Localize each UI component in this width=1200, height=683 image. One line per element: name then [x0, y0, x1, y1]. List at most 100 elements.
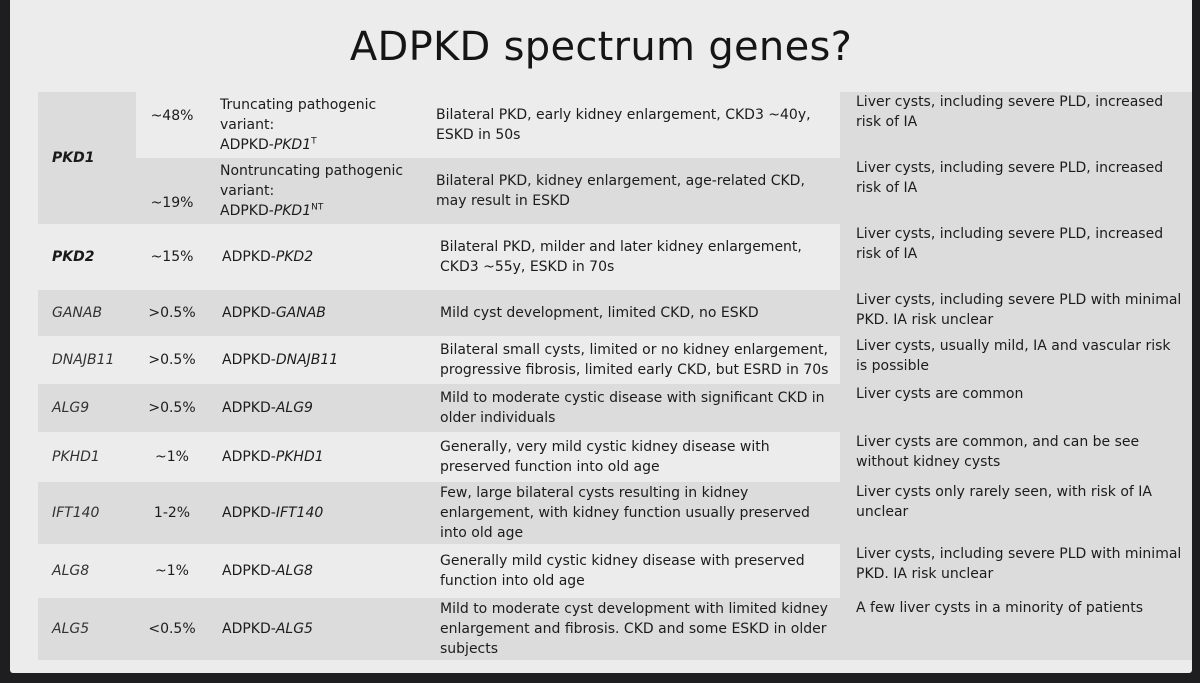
kidney-phenotype: Bilateral PKD, milder and later kidney e… — [420, 224, 840, 290]
slide-title: ADPKD spectrum genes? — [349, 24, 853, 70]
gene-label: ALG5 — [52, 621, 90, 637]
variant-name: ADPKD-PKHD1 — [208, 432, 420, 482]
table-row-shade — [38, 598, 1192, 660]
variant-superscript: NT — [311, 202, 324, 213]
gene-label: PKD2 — [52, 249, 95, 265]
liver-phenotype: Liver cysts, including severe PLD with m… — [840, 540, 1192, 594]
variant-prefix: ADPKD- — [222, 505, 276, 521]
frequency: ~48% — [136, 92, 208, 158]
frequency: >0.5% — [136, 384, 208, 432]
variant-name-line: ADPKD-ALG8 — [222, 561, 313, 581]
frequency-value: ~1% — [155, 563, 189, 579]
variant-gene: ALG8 — [275, 563, 313, 579]
gene-name: ALG5 — [38, 598, 136, 660]
frequency: 1-2% — [136, 482, 208, 544]
variant-desc-line: variant: — [220, 117, 275, 133]
variant-name-line: ADPKD-PKD1NT — [220, 201, 323, 221]
liver-phenotype: Liver cysts, including severe PLD, incre… — [840, 220, 1192, 286]
gene-label: PKD1 — [52, 150, 95, 166]
frequency-value: ~15% — [150, 249, 194, 265]
liver-phenotype: Liver cysts are common, and can be see w… — [840, 428, 1192, 478]
gene-label: ALG8 — [52, 563, 90, 579]
frequency: ~15% — [136, 224, 208, 290]
variant-prefix: ADPKD- — [220, 137, 274, 153]
kidney-phenotype: Generally, very mild cystic kidney disea… — [420, 432, 840, 482]
liver-text: Liver cysts are common — [856, 386, 1024, 402]
liver-cell-shade — [840, 92, 1192, 158]
liver-text: Liver cysts only rarely seen, with risk … — [856, 484, 1152, 520]
gene-name: ALG8 — [38, 544, 136, 598]
variant-prefix: ADPKD- — [222, 449, 276, 465]
frequency-value: >0.5% — [148, 400, 196, 416]
liver-text: Liver cysts, usually mild, IA and vascul… — [856, 338, 1171, 374]
variant-gene: PKD2 — [275, 249, 314, 265]
kidney-text: Bilateral PKD, milder and later kidney e… — [440, 239, 802, 275]
liver-cell-shade — [840, 432, 1192, 482]
variant-gene: PKD1 — [273, 203, 312, 219]
gene-label: ALG9 — [52, 400, 90, 416]
slide: ADPKD spectrum genes? PKD1 ~48% Truncating… — [10, 0, 1192, 673]
pkd1-subrow-shade — [136, 158, 1192, 224]
kidney-phenotype: Bilateral small cysts, limited or no kid… — [420, 336, 840, 384]
kidney-text: Few, large bilateral cysts resulting in … — [440, 485, 810, 541]
frequency-value: ~19% — [150, 195, 194, 211]
table-row-shade — [38, 482, 1192, 544]
variant-gene: ALG5 — [275, 621, 313, 637]
table-row-shade — [38, 290, 1192, 336]
gene-name: DNAJB11 — [38, 336, 136, 384]
variant-name-line: ADPKD-DNAJB11 — [222, 350, 338, 370]
variant-prefix: ADPKD- — [222, 352, 276, 368]
variant-gene: ALG9 — [275, 400, 313, 416]
frequency-value: >0.5% — [148, 352, 196, 368]
table-row-shade — [38, 384, 1192, 432]
variant-prefix: ADPKD- — [222, 305, 276, 321]
variant-name-line: ADPKD-ALG9 — [222, 398, 313, 418]
kidney-phenotype: Bilateral PKD, early kidney enlargement,… — [420, 92, 840, 158]
kidney-text: Bilateral small cysts, limited or no kid… — [440, 342, 829, 378]
variant-name: ADPKD-ALG5 — [208, 598, 420, 660]
gene-name: PKHD1 — [38, 432, 136, 482]
variant-prefix: ADPKD- — [222, 249, 276, 265]
kidney-text: Mild to moderate cyst development with l… — [440, 601, 828, 657]
liver-phenotype: Liver cysts only rarely seen, with risk … — [840, 478, 1192, 540]
liver-text: Liver cysts, including severe PLD with m… — [856, 292, 1182, 328]
kidney-text: Bilateral PKD, early kidney enlargement,… — [436, 107, 811, 143]
frequency: >0.5% — [136, 336, 208, 384]
variant-prefix: ADPKD- — [220, 203, 274, 219]
variant-name-line: ADPKD-PKHD1 — [222, 447, 324, 467]
frequency-value: 1-2% — [153, 505, 191, 521]
kidney-phenotype: Mild cyst development, limited CKD, no E… — [420, 290, 840, 336]
frequency-value: ~48% — [150, 108, 194, 124]
liver-text: Liver cysts, including severe PLD, incre… — [856, 94, 1164, 130]
kidney-text: Mild to moderate cystic disease with sig… — [440, 390, 825, 426]
kidney-phenotype: Generally mild cystic kidney disease wit… — [420, 544, 840, 598]
frequency: ~19% — [136, 158, 208, 224]
liver-cell-shade — [840, 224, 1192, 290]
variant-name-line: ADPKD-PKD2 — [222, 247, 313, 267]
variant-name-line: ADPKD-IFT140 — [222, 503, 323, 523]
kidney-text: Generally mild cystic kidney disease wit… — [440, 553, 805, 589]
frequency: >0.5% — [136, 290, 208, 336]
variant-gene: IFT140 — [275, 505, 324, 521]
liver-phenotype: Liver cysts, usually mild, IA and vascul… — [840, 332, 1192, 380]
gene-label: PKHD1 — [52, 449, 100, 465]
liver-phenotype: A few liver cysts in a minority of patie… — [840, 594, 1192, 656]
variant-prefix: ADPKD- — [222, 400, 276, 416]
liver-phenotype: Liver cysts, including severe PLD, incre… — [840, 152, 1192, 218]
liver-cell-shade — [840, 544, 1192, 598]
variant-name: ADPKD-PKD2 — [208, 224, 420, 290]
gene-label: DNAJB11 — [52, 352, 115, 368]
gene-name: GANAB — [38, 290, 136, 336]
gene-name: PKD1 — [38, 92, 136, 224]
variant-name-line: ADPKD-ALG5 — [222, 619, 313, 639]
variant-name-line: ADPKD-PKD1T — [220, 135, 317, 155]
variant-gene: GANAB — [275, 305, 326, 321]
kidney-phenotype: Mild to moderate cyst development with l… — [420, 598, 840, 660]
variant-name: ADPKD-IFT140 — [208, 482, 420, 544]
liver-text: Liver cysts, including severe PLD, incre… — [856, 226, 1164, 262]
variant-name: Nontruncating pathogenic variant: ADPKD-PK… — [208, 156, 420, 226]
frequency: ~1% — [136, 432, 208, 482]
frequency: ~1% — [136, 544, 208, 598]
frequency-value: ~1% — [155, 449, 189, 465]
variant-name: ADPKD-GANAB — [208, 290, 420, 336]
